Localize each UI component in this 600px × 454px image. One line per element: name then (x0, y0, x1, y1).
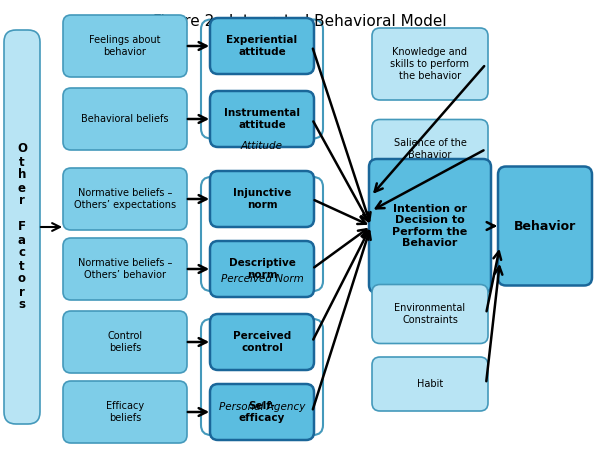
FancyBboxPatch shape (372, 119, 488, 178)
FancyBboxPatch shape (210, 314, 314, 370)
Text: Control
beliefs: Control beliefs (107, 331, 143, 353)
Text: Personal Agency: Personal Agency (219, 402, 305, 412)
FancyBboxPatch shape (63, 311, 187, 373)
Text: Normative beliefs –
Others’ behavior: Normative beliefs – Others’ behavior (78, 258, 172, 280)
FancyBboxPatch shape (369, 159, 491, 293)
Text: Environmental
Constraints: Environmental Constraints (394, 303, 466, 325)
Text: Descriptive
norm: Descriptive norm (229, 258, 295, 280)
Text: Perceived
control: Perceived control (233, 331, 291, 353)
FancyBboxPatch shape (63, 381, 187, 443)
Text: Efficacy
beliefs: Efficacy beliefs (106, 401, 144, 423)
FancyBboxPatch shape (63, 15, 187, 77)
FancyBboxPatch shape (210, 18, 314, 74)
Text: Behavior: Behavior (514, 219, 576, 232)
FancyBboxPatch shape (63, 88, 187, 150)
FancyBboxPatch shape (372, 285, 488, 344)
Text: Perceived Norm: Perceived Norm (221, 274, 304, 284)
FancyBboxPatch shape (498, 167, 592, 286)
Text: Instrumental
attitude: Instrumental attitude (224, 108, 300, 130)
Text: Intention or
Decision to
Perform the
Behavior: Intention or Decision to Perform the Beh… (392, 203, 467, 248)
FancyBboxPatch shape (210, 241, 314, 297)
FancyBboxPatch shape (372, 28, 488, 100)
Text: Salience of the
Behavior: Salience of the Behavior (394, 138, 466, 160)
FancyBboxPatch shape (210, 384, 314, 440)
Text: Self-
efficacy: Self- efficacy (239, 401, 285, 423)
Text: Feelings about
behavior: Feelings about behavior (89, 35, 161, 57)
FancyBboxPatch shape (372, 357, 488, 411)
FancyBboxPatch shape (210, 171, 314, 227)
FancyBboxPatch shape (63, 168, 187, 230)
Text: Experiential
attitude: Experiential attitude (226, 35, 298, 57)
FancyBboxPatch shape (63, 238, 187, 300)
Text: Habit: Habit (417, 379, 443, 389)
FancyBboxPatch shape (210, 91, 314, 147)
Text: Normative beliefs –
Others’ expectations: Normative beliefs – Others’ expectations (74, 188, 176, 210)
Text: Injunctive
norm: Injunctive norm (233, 188, 291, 210)
FancyBboxPatch shape (4, 30, 40, 424)
Text: Attitude: Attitude (241, 141, 283, 151)
Text: Knowledge and
skills to perform
the behavior: Knowledge and skills to perform the beha… (391, 47, 470, 81)
Text: Figure 2.  Integrated Behavioral Model: Figure 2. Integrated Behavioral Model (153, 14, 447, 29)
Text: O
t
h
e
r

F
a
c
t
o
r
s: O t h e r F a c t o r s (17, 143, 27, 311)
Text: Behavioral beliefs: Behavioral beliefs (81, 114, 169, 124)
